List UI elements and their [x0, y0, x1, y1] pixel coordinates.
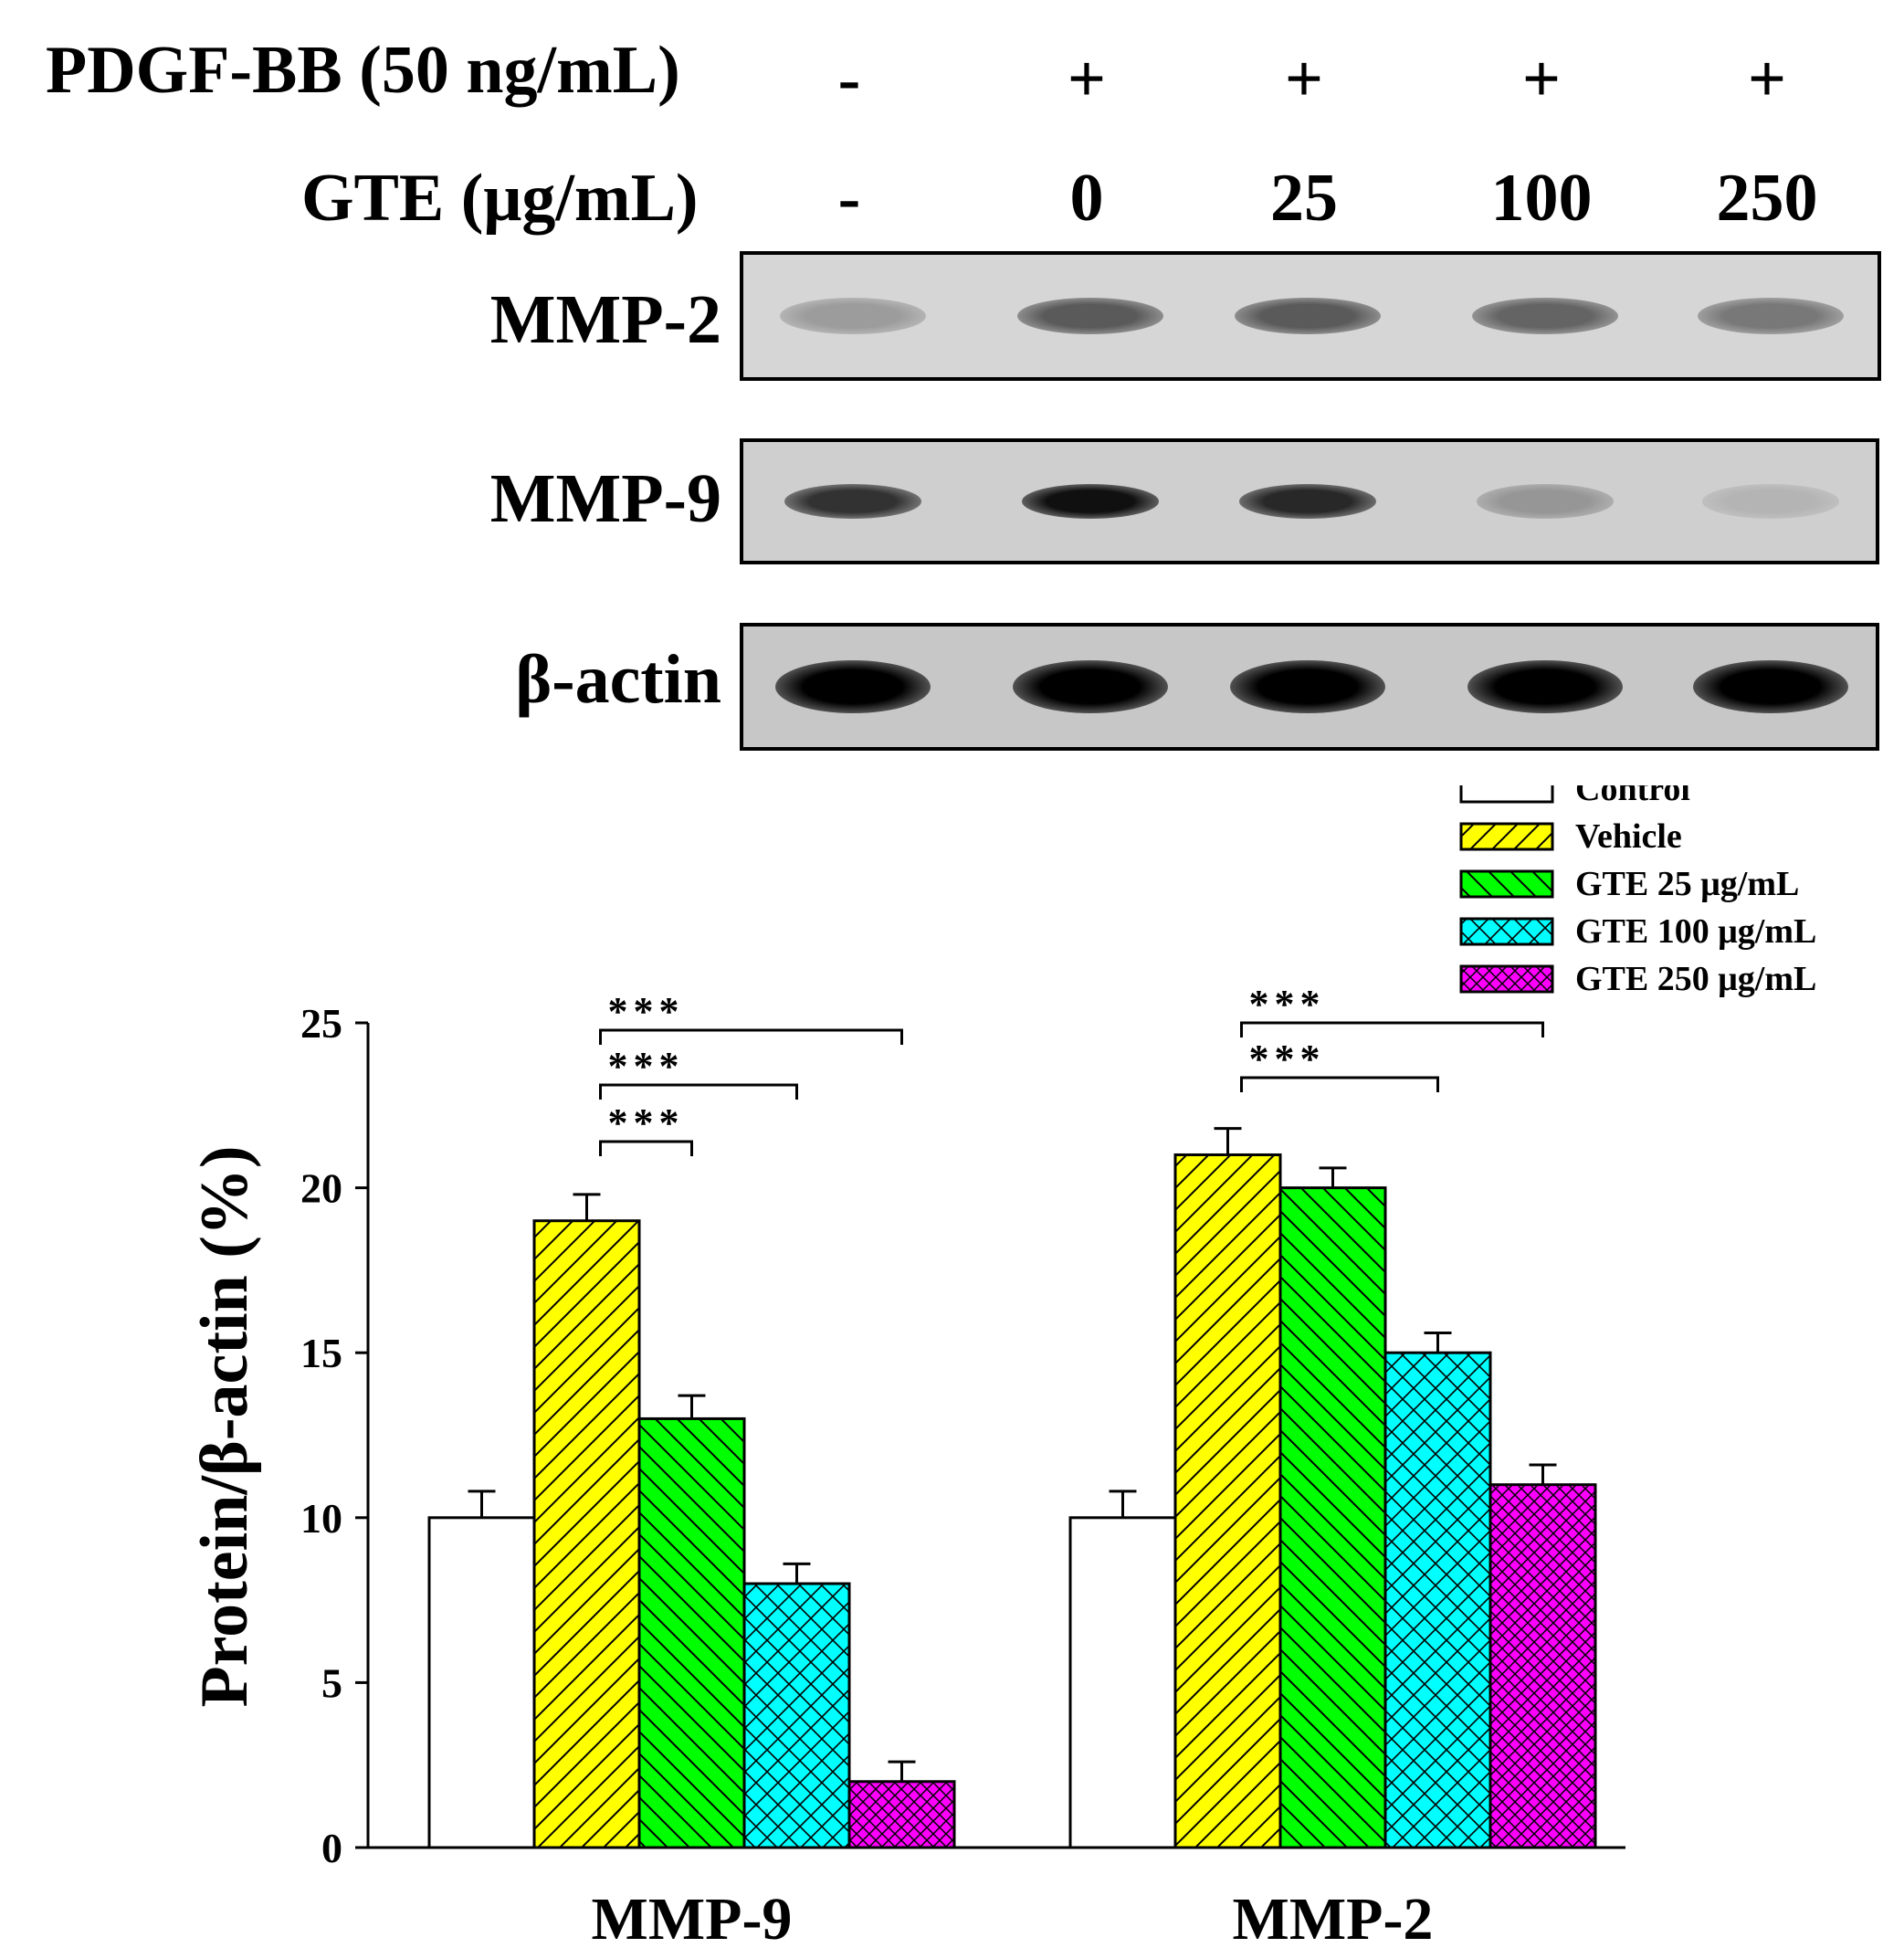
- mmp9-band-lane-5: [1702, 484, 1839, 519]
- mmp9-band-lane-4: [1477, 484, 1614, 519]
- pdgf-lane-1: -: [837, 42, 861, 117]
- pdgf-lane-5: +: [1747, 42, 1787, 117]
- mmp2-band-lane-2: [1017, 298, 1163, 334]
- y-axis-label: Protein/β-actin (%): [187, 1145, 262, 1707]
- bar-pattern-mmp-9-vehicle: [534, 1220, 639, 1848]
- bar-pattern-mmp-2-gte-25-g-ml: [1280, 1187, 1385, 1848]
- gte-row-label: GTE (μg/mL): [301, 161, 699, 236]
- legend-swatch-pattern-vehicle: [1461, 824, 1552, 849]
- beta-actin-band-lane-3: [1230, 660, 1385, 713]
- mmp9-band-lane-2: [1022, 484, 1159, 519]
- legend-label-gte-250-g-ml: GTE 250 μg/mL: [1575, 960, 1816, 998]
- legend-swatch-outline-vehicle: [1459, 822, 1554, 851]
- bar-mmp-2-control: [1070, 1517, 1175, 1848]
- beta-actin-band-lane-4: [1467, 660, 1623, 713]
- mmp2-band-lane-1: [780, 298, 926, 334]
- significance-bracket-5: [1240, 1021, 1544, 1037]
- beta-actin-band-lane-2: [1013, 660, 1168, 713]
- mmp9-band-lane-1: [784, 484, 921, 519]
- significance-bracket-1: [599, 1140, 693, 1156]
- legend-swatch-pattern-gte-25-g-ml: [1461, 871, 1552, 897]
- significance-label-4: ***: [1249, 1037, 1326, 1081]
- bar-mmp-9-control: [429, 1517, 534, 1848]
- bar-chart: MMP-9 MMP-2 0 5 10 15 20 25 *** *** *** *** *** Con…: [187, 785, 1816, 1948]
- blot-label-beta-actin: β-actin: [515, 641, 721, 718]
- y-tick-label-10: 10: [300, 1495, 342, 1542]
- pdgf-lane-3: +: [1284, 42, 1324, 117]
- gte-lane-5: 250: [1716, 161, 1818, 236]
- legend-label-vehicle: Vehicle: [1575, 817, 1682, 856]
- significance-label-2: ***: [608, 1044, 685, 1089]
- pdgf-lane-4: +: [1521, 42, 1562, 117]
- gte-lane-3: 25: [1270, 161, 1338, 236]
- significance-label-3: ***: [608, 989, 685, 1034]
- legend-label-gte-25-g-ml: GTE 25 μg/mL: [1575, 865, 1799, 903]
- y-tick-label-20: 20: [300, 1165, 342, 1212]
- mmp9-band-lane-3: [1239, 484, 1376, 519]
- bar-pattern-mmp-9-gte-100-g-ml: [744, 1584, 849, 1848]
- x-tick-label-mmp-9: MMP-9: [592, 1886, 793, 1948]
- legend-swatch-outline-gte-250-g-ml: [1459, 964, 1554, 994]
- legend-swatch-outline-gte-100-g-ml: [1459, 917, 1554, 946]
- legend-label-control: Control: [1575, 785, 1690, 808]
- blot-label-mmp2: MMP-2: [489, 281, 721, 358]
- significance-bracket-3: [599, 1028, 903, 1045]
- mmp2-blot-panel: [740, 251, 1881, 381]
- beta-actin-band-lane-1: [775, 660, 931, 713]
- beta-actin-band-lane-5: [1693, 660, 1848, 713]
- gte-lane-4: 100: [1490, 161, 1593, 236]
- legend-swatch-outline-control: [1459, 785, 1554, 804]
- significance-bracket-2: [599, 1083, 798, 1100]
- bar-pattern-mmp-9-gte-250-g-ml: [849, 1781, 954, 1848]
- legend-swatch-outline-gte-25-g-ml: [1459, 869, 1554, 899]
- blot-label-mmp9: MMP-9: [489, 460, 721, 537]
- bar-pattern-mmp-9-gte-25-g-ml: [639, 1418, 744, 1848]
- pdgf-lane-2: +: [1067, 42, 1107, 117]
- beta-actin-blot-panel: [740, 623, 1879, 751]
- mmp2-band-lane-3: [1235, 298, 1381, 334]
- mmp9-blot-panel: [740, 438, 1879, 564]
- bar-pattern-mmp-2-gte-250-g-ml: [1490, 1484, 1595, 1848]
- gte-lane-2: 0: [1069, 161, 1104, 236]
- mmp2-band-lane-4: [1472, 298, 1618, 334]
- legend-swatch-pattern-gte-100-g-ml: [1461, 919, 1552, 944]
- y-tick-label-25: 25: [300, 1000, 342, 1047]
- y-tick-label-15: 15: [300, 1330, 342, 1376]
- legend-swatch-pattern-gte-250-g-ml: [1461, 966, 1552, 992]
- x-tick-label-mmp-2: MMP-2: [1233, 1886, 1434, 1948]
- significance-label-5: ***: [1249, 982, 1326, 1027]
- gte-lane-1: -: [837, 161, 861, 236]
- y-tick-label-0: 0: [321, 1825, 342, 1871]
- y-tick-label-5: 5: [321, 1659, 342, 1706]
- bar-pattern-mmp-2-vehicle: [1175, 1154, 1280, 1848]
- legend-swatch-control: [1461, 785, 1552, 802]
- significance-bracket-4: [1240, 1076, 1439, 1092]
- legend-label-gte-100-g-ml: GTE 100 μg/mL: [1575, 912, 1816, 951]
- bar-pattern-mmp-2-gte-100-g-ml: [1385, 1353, 1490, 1848]
- pdgf-row-label: PDGF-BB (50 ng/mL): [46, 33, 680, 108]
- significance-label-1: ***: [608, 1100, 685, 1145]
- mmp2-band-lane-5: [1698, 298, 1844, 334]
